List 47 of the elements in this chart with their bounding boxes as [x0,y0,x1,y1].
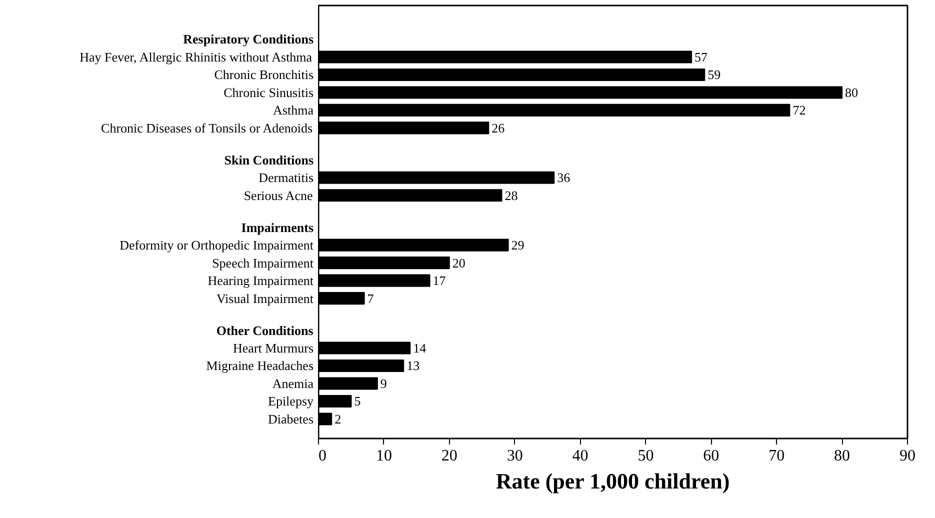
y-tick-label: Respiratory Conditions [183,32,314,47]
x-tick-label: 80 [834,448,850,464]
y-tick-label: Chronic Bronchitis [214,67,314,82]
data-label: 26 [492,120,506,136]
data-label: 17 [432,273,446,288]
y-tick-label: Epilepsy [268,394,314,409]
data-label: 29 [511,238,524,253]
x-tick-label: 20 [441,448,458,464]
x-tick-label: 70 [768,448,785,464]
data-label: 5 [354,394,361,409]
data-label: 20 [452,255,466,270]
data-label: 13 [406,358,420,374]
y-tick-label: Speech Impairment [212,255,314,270]
x-tick-label: 60 [703,448,720,464]
y-tick-label: Impairments [241,220,314,235]
data-label: 2 [334,411,342,426]
x-tick-label: 0 [318,448,326,464]
y-tick-label: Diabetes [268,411,314,426]
data-label: 9 [380,376,387,391]
x-tick-label: 50 [638,448,654,464]
data-label: 57 [694,49,708,64]
x-axis-title: Rate (per 1,000 children) [496,468,730,494]
y-tick-label: Hay Fever, Allergic Rhinitis without Asthma [80,49,312,64]
y-tick-label: Deformity or Orthopedic Impairment [120,238,314,253]
y-tick-label: Chronic Diseases of Tonsils or Adenoids [101,120,313,136]
data-label: 14 [413,340,427,356]
y-tick-label: Chronic Sinusitis [224,84,314,100]
x-tick-label: 90 [900,448,916,464]
x-tick-label: 10 [376,448,392,464]
y-tick-label: Dermatitis [258,170,314,186]
y-tick-label: Anemia [272,376,314,391]
y-tick-label: Migraine Headaches [206,358,314,374]
data-label: 28 [504,188,518,203]
data-label: 7 [367,290,374,306]
data-label: 59 [708,67,721,82]
y-tick-label: Other Conditions [216,322,314,338]
y-tick-label: Skin Conditions [224,152,314,168]
data-label: 36 [557,170,571,186]
y-tick-label: Asthma [273,102,314,118]
y-tick-label: Hearing Impairment [208,273,314,288]
y-tick-label: Visual Impairment [216,290,314,306]
x-tick-label: 30 [506,448,523,464]
y-tick-label: Serious Acne [244,188,314,203]
data-label: 72 [792,102,806,118]
y-tick-label: Heart Murmurs [232,340,314,356]
x-tick-label: 40 [572,448,588,464]
data-label: 80 [845,84,858,100]
